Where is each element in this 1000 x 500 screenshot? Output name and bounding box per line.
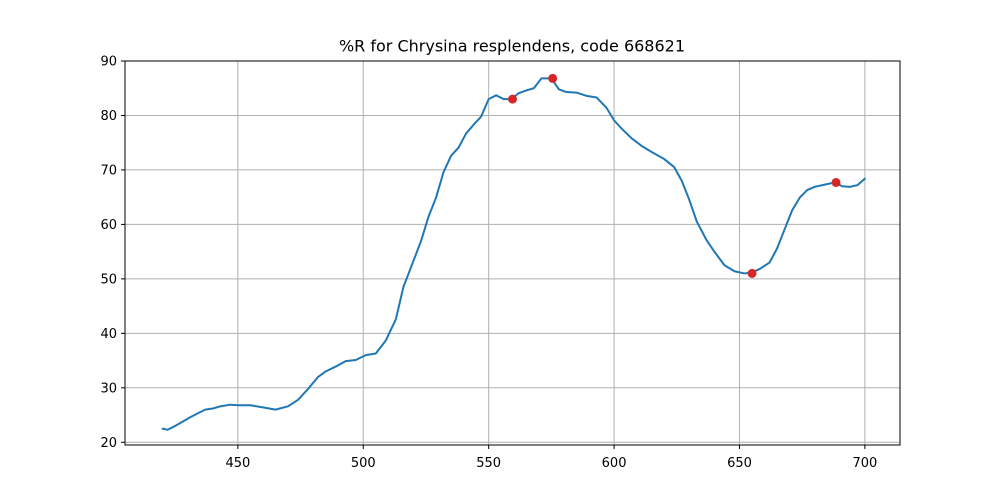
y-tick-label: 30 bbox=[100, 381, 117, 396]
chart-title: %R for Chrysina resplendens, code 668621 bbox=[339, 37, 685, 56]
plot-frame bbox=[124, 60, 901, 446]
peak-marker-point bbox=[508, 94, 517, 104]
x-tick-label: 450 bbox=[225, 456, 250, 471]
x-tick-label: 700 bbox=[852, 456, 877, 471]
y-tick-label: 90 bbox=[100, 55, 117, 70]
y-tick-label: 60 bbox=[100, 218, 117, 233]
y-tick-label: 20 bbox=[100, 436, 117, 451]
tick-layer: 450 500 550 600 650 700 20 30 40 50 60 70 80 90 bbox=[100, 55, 877, 472]
peak-marker-point bbox=[831, 177, 841, 187]
x-tick-label: 600 bbox=[602, 456, 627, 471]
plot-layer bbox=[161, 73, 866, 431]
peak-marker-point bbox=[747, 268, 757, 278]
x-tick-label: 500 bbox=[351, 456, 376, 471]
x-tick-label: 650 bbox=[727, 456, 752, 471]
y-tick-label: 80 bbox=[100, 109, 117, 124]
x-tick-label: 550 bbox=[476, 456, 501, 471]
y-tick-label: 40 bbox=[100, 327, 117, 342]
y-tick-label: 70 bbox=[100, 163, 117, 178]
y-tick-label: 50 bbox=[100, 272, 117, 287]
axes-layer bbox=[121, 60, 901, 449]
peak-marker-point bbox=[548, 73, 558, 83]
